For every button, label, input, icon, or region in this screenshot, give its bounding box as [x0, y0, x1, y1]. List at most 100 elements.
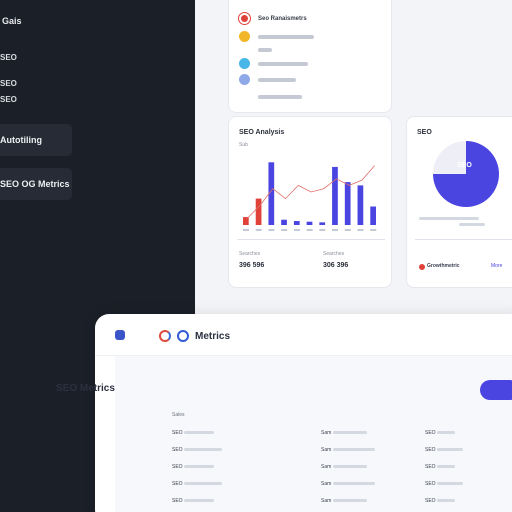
circle-icon — [239, 13, 250, 24]
bar — [344, 182, 351, 225]
placeholder-line — [184, 448, 222, 451]
circle-icon — [239, 91, 250, 102]
list-header: Seo Ranaismetrs — [258, 15, 307, 22]
chart-title: SEO Analysis — [239, 129, 285, 136]
list-item[interactable] — [239, 58, 308, 69]
list-item[interactable] — [239, 31, 314, 42]
divider — [237, 239, 385, 240]
column-header: Sales — [172, 412, 185, 418]
tick-placeholder — [344, 229, 351, 231]
primary-button[interactable] — [480, 380, 512, 400]
sidebar-item-3[interactable]: SEO — [0, 95, 17, 104]
stat-value: 396 596 — [239, 262, 265, 269]
window-title: Metrics — [195, 331, 231, 342]
sidebar-item-2[interactable]: SEO — [0, 79, 17, 88]
table-cell: SEO — [425, 447, 436, 453]
window-body — [115, 356, 512, 512]
window-header: Metrics — [95, 314, 512, 356]
placeholder-line — [258, 94, 302, 99]
metrics-window: Metrics — [95, 314, 512, 512]
table-cell: Sam — [321, 430, 332, 436]
bar — [332, 166, 338, 225]
circle-icon — [239, 44, 250, 55]
pie-card: SEO SEO Growthmetric More — [406, 116, 512, 288]
table-cell: SEO — [425, 481, 436, 487]
google-icon — [159, 330, 171, 342]
sidebar-item-1[interactable]: SEO — [0, 53, 17, 62]
more-link[interactable]: More — [491, 263, 503, 269]
placeholder-line — [184, 465, 214, 468]
tick-placeholder — [306, 229, 313, 231]
tick-placeholder — [268, 229, 275, 231]
placeholder-line — [333, 499, 367, 502]
table-cell: Sam — [321, 481, 332, 487]
bar — [293, 221, 300, 225]
tick-placeholder — [281, 229, 288, 231]
pie-title: SEO — [417, 129, 432, 136]
placeholder-line — [333, 448, 375, 451]
bar — [357, 185, 364, 225]
list-item[interactable]: Seo Ranaismetrs — [239, 13, 307, 24]
bar — [319, 222, 326, 225]
bar — [281, 219, 287, 225]
seo-analysis-card: SEO Analysis Sub Searches 396 596 Search… — [228, 116, 392, 288]
placeholder-line — [437, 448, 463, 451]
legend-dot-icon — [419, 264, 425, 270]
chart-subtitle: Sub — [239, 142, 248, 148]
list-item[interactable] — [239, 74, 296, 85]
tick-placeholder — [357, 229, 364, 231]
placeholder-line — [258, 34, 314, 39]
bar — [243, 217, 249, 225]
placeholder-line — [184, 482, 222, 485]
tick-placeholder — [293, 229, 300, 231]
placeholder-line — [184, 499, 214, 502]
placeholder-line — [419, 217, 479, 220]
stat-label: Searches — [239, 251, 261, 257]
table-cell: SEO — [172, 447, 183, 453]
placeholder-line — [459, 223, 485, 226]
stat-label: Searches — [323, 251, 345, 257]
app-logo-icon — [115, 330, 125, 340]
pie-chart — [433, 141, 499, 207]
placeholder-line — [258, 47, 272, 52]
sidebar-card-label: Autotiling — [0, 135, 42, 145]
sidebar-card-label: SEO OG Metrics — [0, 179, 70, 189]
bar — [255, 198, 262, 225]
tick-placeholder — [243, 229, 249, 231]
placeholder-line — [333, 431, 367, 434]
placeholder-line — [437, 482, 463, 485]
sidebar-card-autotiling[interactable]: Autotiling — [0, 124, 72, 156]
placeholder-line — [437, 499, 455, 502]
placeholder-line — [437, 431, 455, 434]
circle-icon — [239, 31, 250, 42]
bar — [268, 162, 275, 225]
table-cell: SEO — [172, 481, 183, 487]
divider — [415, 239, 512, 240]
table-cell: SEO — [172, 464, 183, 470]
table-cell: SEO — [172, 498, 183, 504]
placeholder-line — [258, 61, 308, 66]
table-cell: SEO — [425, 430, 436, 436]
stat-value: 306 396 — [323, 262, 349, 269]
table-cell: Sam — [321, 498, 332, 504]
table-cell: SEO — [425, 464, 436, 470]
table-cell: Sam — [321, 447, 332, 453]
placeholder-line — [437, 465, 455, 468]
pie-center-label: SEO — [457, 162, 472, 169]
circle-icon — [239, 74, 250, 85]
tick-placeholder — [319, 229, 326, 231]
placeholder-line — [184, 431, 214, 434]
placeholder-line — [333, 465, 367, 468]
table-cell: Sam — [321, 464, 332, 470]
top-list-card: Seo Ranaismetrs — [228, 0, 392, 113]
list-item[interactable] — [239, 91, 302, 102]
sidebar-card-metrics[interactable]: SEO OG Metrics — [0, 168, 72, 200]
tick-placeholder — [255, 229, 262, 231]
table-cell: SEO — [172, 430, 183, 436]
list-item[interactable] — [239, 44, 272, 55]
circle-o-icon — [177, 330, 189, 342]
circle-icon — [239, 58, 250, 69]
tick-placeholder — [370, 229, 377, 231]
bar — [370, 206, 376, 225]
pie-slice — [433, 141, 466, 174]
